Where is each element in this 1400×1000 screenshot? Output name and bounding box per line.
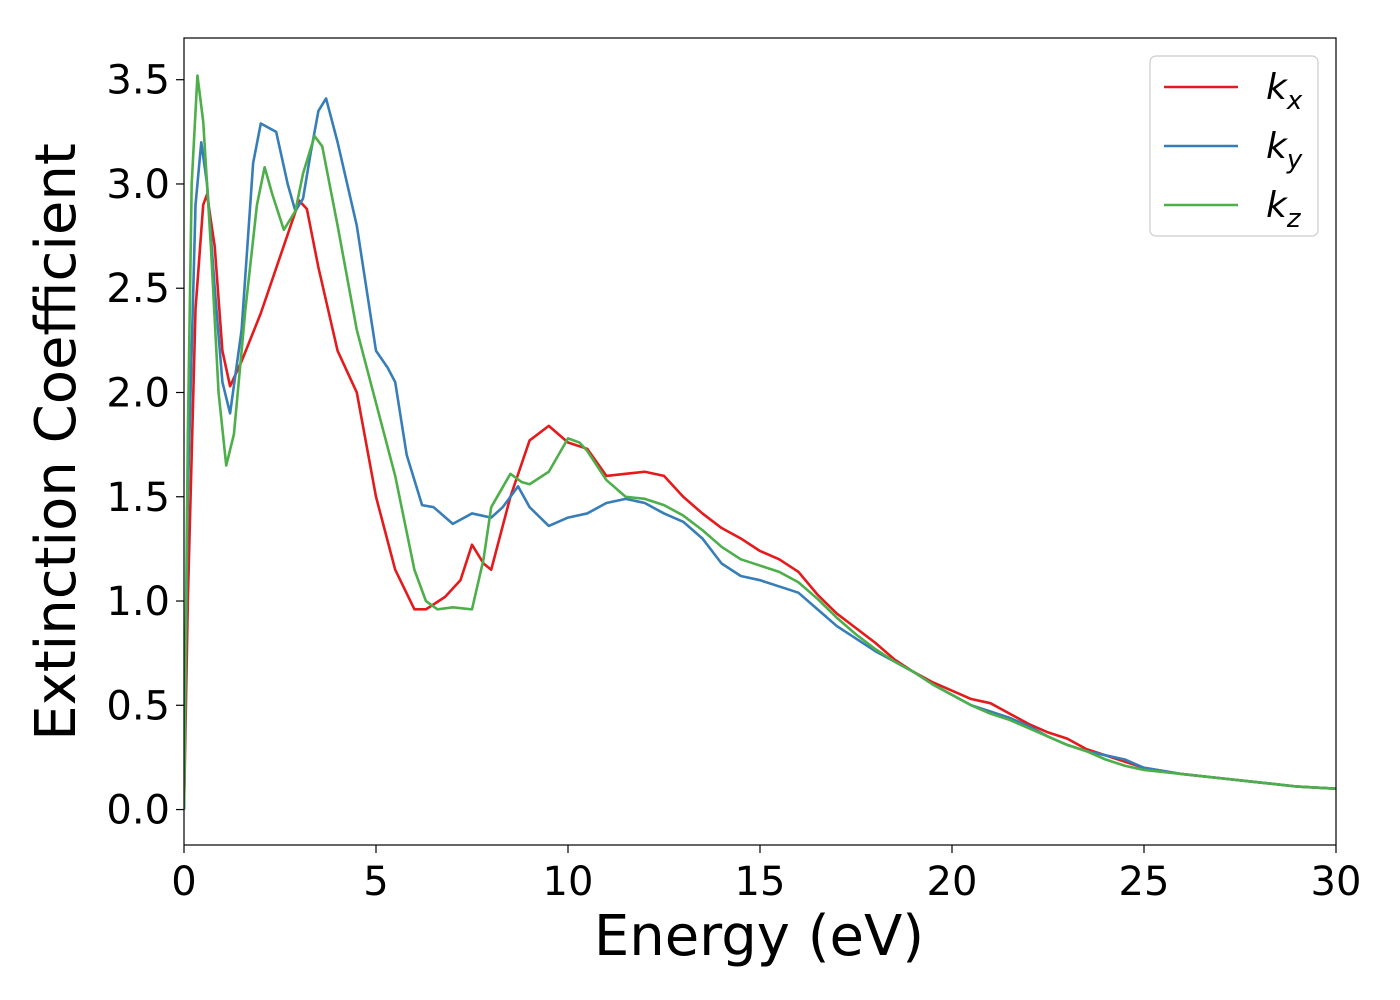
x-tick-label: 15: [735, 859, 786, 905]
x-tick-label: 10: [543, 859, 594, 905]
x-tick-label: 30: [1311, 859, 1362, 905]
y-tick-label: 3.5: [106, 58, 170, 104]
x-axis-title: Energy (eV): [594, 904, 924, 969]
y-tick-label: 0.0: [106, 788, 170, 834]
y-tick-label: 2.5: [106, 266, 170, 312]
legend-label-z: kz: [1266, 185, 1302, 234]
series-line-x: [184, 193, 1336, 810]
y-tick-label: 0.5: [106, 683, 170, 729]
series-line-y: [184, 97, 1336, 810]
x-tick-label: 25: [1119, 859, 1170, 905]
y-axis-title: Extinction Coefficient: [24, 143, 89, 741]
x-tick-label: 5: [363, 859, 388, 905]
legend-label-x: kx: [1266, 67, 1303, 116]
legend-label-y: ky: [1266, 126, 1303, 175]
y-tick-label: 3.0: [106, 162, 170, 208]
y-tick-label: 1.0: [106, 579, 170, 625]
y-tick-label: 1.5: [106, 475, 170, 521]
x-tick-label: 20: [927, 859, 978, 905]
x-axis-ticks: 0 5 10 15 20 25 30: [171, 845, 1361, 905]
x-tick-label: 0: [171, 859, 196, 905]
series-line-z: [184, 74, 1336, 810]
y-axis-ticks: 0.0 0.5 1.0 1.5 2.0 2.5 3.0 3.5: [106, 58, 184, 834]
legend: kx ky kz: [1149, 55, 1319, 237]
y-tick-label: 2.0: [106, 370, 170, 416]
